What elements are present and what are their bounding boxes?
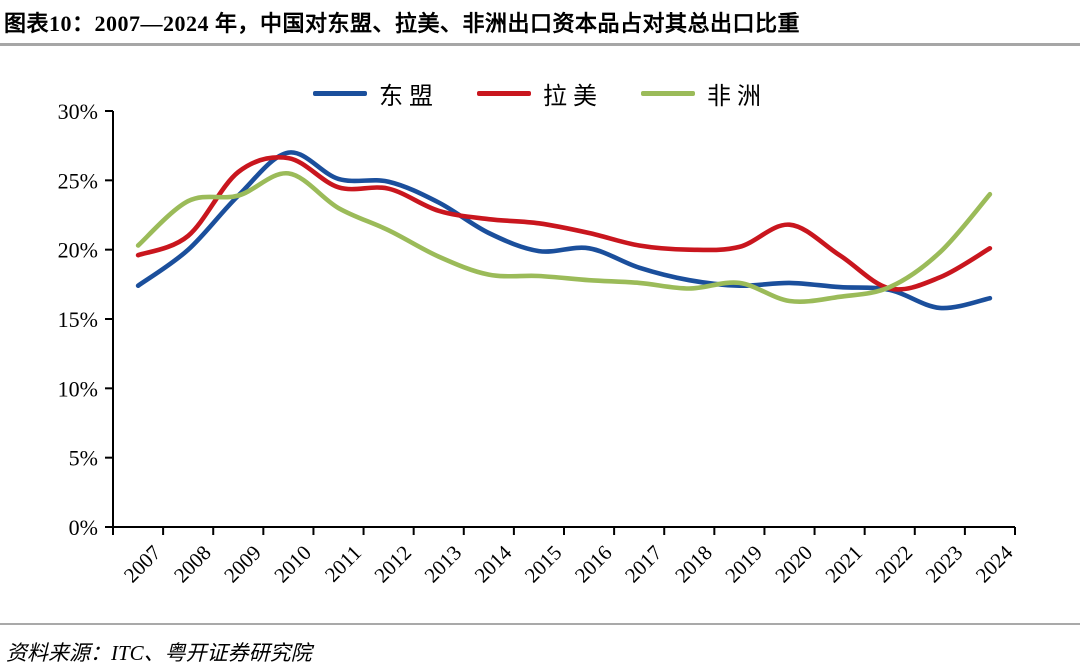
figure-title: 图表10：2007—2024 年，中国对东盟、拉美、非洲出口资本品占对其总出口比… [0, 0, 1080, 46]
chart-legend: 东盟 拉美 非洲 [0, 76, 1080, 111]
legend-label-africa: 非洲 [707, 84, 767, 110]
asean-line-swatch [313, 91, 367, 96]
y-axis-label: 30% [58, 99, 98, 124]
y-axis-label: 25% [58, 168, 98, 193]
x-axis-label: 2018 [670, 541, 717, 588]
x-axis-label: 2014 [470, 540, 517, 587]
series-line-东盟 [135, 150, 993, 311]
y-axis-label: 20% [58, 238, 98, 263]
source-note: 资料来源：ITC、粤开证券研究院 [0, 623, 1080, 667]
x-axis-label: 2011 [320, 541, 366, 587]
x-axis-label: 2012 [369, 541, 416, 588]
y-axis-label: 0% [69, 515, 98, 540]
x-axis-label: 2020 [770, 541, 817, 588]
legend-item-latam: 拉美 [477, 76, 603, 111]
x-axis-label: 2022 [871, 541, 918, 588]
legend-label-latam: 拉美 [543, 84, 603, 110]
series-line-非洲 [135, 171, 993, 304]
x-axis-label: 2015 [520, 541, 567, 588]
legend-item-asean: 东盟 [313, 76, 439, 111]
line-chart-container: 东盟 拉美 非洲 0% 5% 10% 15% 20% 25% 30% 2007 2008 2009… [0, 46, 1080, 623]
x-axis-label: 2013 [420, 541, 467, 588]
line-chart: 0%5%10%15%20%25%30%2007 2008 2009 2010 2011 2… [58, 99, 1018, 588]
latam-line-swatch [477, 91, 531, 96]
x-axis-label: 2021 [820, 541, 867, 588]
x-axis-label: 2016 [570, 541, 617, 588]
x-axis-label: 2007 [119, 541, 166, 588]
x-axis-label: 2023 [921, 541, 968, 588]
x-axis-label: 2017 [620, 541, 667, 588]
x-axis-label: 2008 [169, 541, 216, 588]
y-axis-label: 5% [69, 446, 98, 471]
y-axis-label: 10% [58, 376, 98, 401]
africa-line-swatch [641, 91, 695, 96]
legend-label-asean: 东盟 [379, 84, 439, 110]
x-axis-label: 2019 [720, 541, 767, 588]
x-axis-label: 2009 [219, 541, 266, 588]
legend-item-africa: 非洲 [641, 76, 767, 111]
y-axis-label: 15% [58, 307, 98, 332]
x-axis-label: 2024 [971, 540, 1018, 587]
x-axis-label: 2010 [269, 541, 316, 588]
series-line-拉美 [135, 155, 993, 292]
